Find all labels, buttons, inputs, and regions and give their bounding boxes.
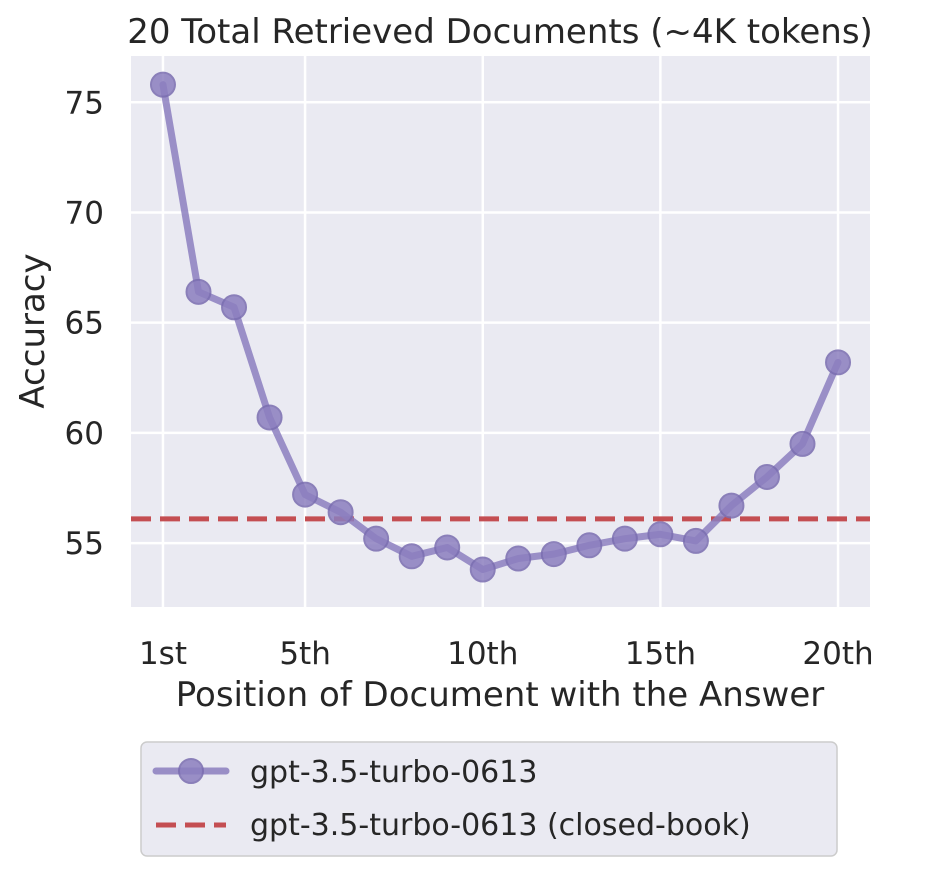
x-tick-labels: 1st 5th 10th 15th 20th: [139, 636, 874, 672]
data-point: [682, 527, 709, 554]
data-point: [363, 525, 390, 552]
grid-lines: [131, 56, 870, 607]
data-point: [149, 71, 176, 98]
y-tick-label: 60: [65, 416, 104, 452]
data-point: [292, 481, 319, 508]
y-axis-label: Accuracy: [13, 253, 53, 408]
data-point: [434, 534, 461, 561]
y-tick-label: 55: [65, 526, 104, 562]
series-layer: [149, 71, 852, 583]
data-point: [611, 525, 638, 552]
data-point: [505, 545, 532, 572]
data-point: [398, 543, 425, 570]
legend-label-closed-book: gpt-3.5-turbo-0613 (closed-book): [250, 808, 751, 843]
data-point: [469, 556, 496, 583]
data-point: [825, 349, 852, 376]
y-tick-labels: 55 60 65 70 75: [65, 85, 104, 562]
data-point: [185, 278, 212, 305]
legend-entry-series: gpt-3.5-turbo-0613: [152, 755, 537, 790]
data-point: [327, 499, 354, 526]
data-point: [540, 541, 567, 568]
data-point: [647, 521, 674, 548]
data-point: [576, 532, 603, 559]
data-point: [789, 430, 816, 457]
legend-entry-closed-book: gpt-3.5-turbo-0613 (closed-book): [156, 808, 751, 843]
x-tick-label: 10th: [447, 636, 518, 672]
chart-title: 20 Total Retrieved Documents (~4K tokens…: [127, 12, 873, 52]
x-axis-label: Position of Document with the Answer: [176, 675, 825, 715]
y-tick-label: 75: [65, 85, 104, 121]
data-point: [221, 294, 248, 321]
legend-label-series: gpt-3.5-turbo-0613: [250, 755, 537, 790]
legend: gpt-3.5-turbo-0613 gpt-3.5-turbo-0613 (c…: [140, 741, 838, 857]
plot-background: [131, 56, 870, 607]
x-tick-label: 1st: [139, 636, 187, 672]
data-point: [718, 492, 745, 519]
x-tick-label: 15th: [625, 636, 696, 672]
x-tick-label: 20th: [802, 636, 873, 672]
legend-marker-swatch: [178, 758, 204, 784]
y-tick-label: 65: [65, 306, 104, 342]
x-tick-label: 5th: [279, 636, 331, 672]
legend-box: [140, 741, 838, 857]
data-point: [753, 463, 780, 490]
y-tick-label: 70: [65, 195, 104, 231]
data-point: [256, 404, 283, 431]
